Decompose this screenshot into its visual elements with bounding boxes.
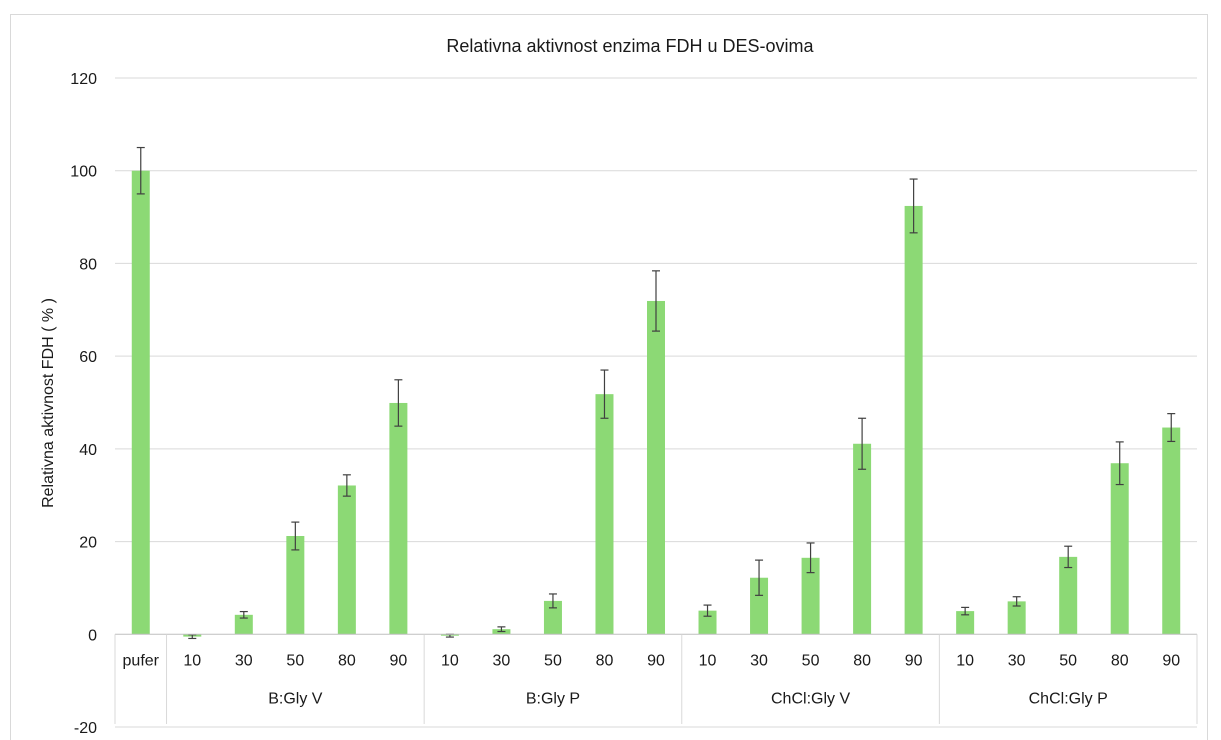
x-tick-label: 50 — [802, 652, 820, 669]
y-tick-labels: -20 0 20 40 60 80 100 120 — [70, 71, 97, 737]
x-tick-label: 10 — [441, 652, 459, 669]
x-tick-label: 30 — [235, 652, 253, 669]
y-tick-label: 60 — [79, 349, 97, 366]
bar — [389, 402, 408, 635]
error-bar — [1115, 441, 1124, 486]
x-tick-label: 30 — [1008, 652, 1026, 669]
x-tick-label: 90 — [389, 652, 407, 669]
x-tick-label: 50 — [544, 652, 562, 669]
bars — [131, 170, 1181, 637]
bar — [1007, 601, 1026, 635]
y-tick-label: 100 — [70, 164, 97, 181]
bar — [131, 170, 150, 635]
x-tick-label: 80 — [1111, 652, 1129, 669]
error-bar — [497, 626, 506, 633]
x-tick-label: 50 — [1059, 652, 1077, 669]
bar — [1110, 463, 1129, 635]
bar — [698, 610, 717, 635]
y-tick-label: 0 — [88, 627, 97, 644]
bar — [801, 557, 820, 635]
bar — [234, 614, 253, 635]
bar — [1059, 556, 1078, 635]
bar — [286, 536, 305, 635]
x-tick-label: 10 — [699, 652, 717, 669]
error-bar — [1064, 545, 1073, 569]
x-axis: pufer 10 30 50 80 90 B:Gly V 10 30 50 80 90 B:Gly P 1… — [114, 633, 1198, 724]
bar — [956, 611, 975, 635]
error-bar — [136, 146, 145, 195]
error-bar — [909, 178, 918, 234]
error-bar — [239, 610, 248, 619]
error-bars — [136, 146, 1176, 640]
error-bar — [291, 521, 300, 551]
bar — [904, 205, 923, 635]
x-tick-label: 80 — [853, 652, 871, 669]
x-tick-label: 10 — [956, 652, 974, 669]
x-tick-label: 10 — [183, 652, 201, 669]
bar — [1162, 427, 1181, 635]
error-bar — [806, 542, 815, 574]
chart-title: Relativna aktivnost enzima FDH u DES-ovi… — [446, 36, 814, 56]
x-tick-label: 80 — [338, 652, 356, 669]
y-tick-label: 120 — [70, 71, 97, 88]
bar — [337, 485, 356, 635]
y-tick-label: 20 — [79, 535, 97, 552]
error-bar — [652, 270, 660, 332]
error-bar — [394, 379, 403, 427]
error-bar — [755, 559, 764, 596]
y-axis-label: Relativna aktivnost FDH ( % ) — [40, 298, 57, 508]
bar — [543, 600, 562, 635]
error-bar — [342, 474, 351, 497]
x-tick-label: 80 — [596, 652, 614, 669]
error-bar — [1012, 596, 1021, 607]
bar — [595, 394, 614, 635]
bar — [750, 577, 769, 635]
x-tick-label: 30 — [493, 652, 511, 669]
y-tick-label: 40 — [79, 442, 97, 459]
y-tick-label: -20 — [74, 720, 97, 737]
error-bar — [548, 593, 557, 609]
x-group-label: B:Gly P — [526, 690, 580, 707]
x-tick-label: pufer — [123, 652, 160, 669]
bar — [647, 300, 665, 635]
error-bar — [858, 417, 867, 470]
bar — [853, 443, 872, 635]
x-group-label: B:Gly V — [268, 690, 323, 707]
error-bar — [961, 606, 970, 616]
x-tick-label: 90 — [905, 652, 923, 669]
x-tick-label: 90 — [647, 652, 665, 669]
x-tick-label: 50 — [286, 652, 304, 669]
error-bar — [1167, 413, 1176, 443]
y-tick-label: 80 — [79, 256, 97, 273]
x-tick-label: 30 — [750, 652, 768, 669]
x-group-label: ChCl:Gly V — [771, 690, 850, 707]
x-tick-label: 90 — [1162, 652, 1180, 669]
x-group-label: ChCl:Gly P — [1029, 690, 1108, 707]
error-bar — [703, 604, 712, 617]
error-bar — [600, 369, 609, 419]
